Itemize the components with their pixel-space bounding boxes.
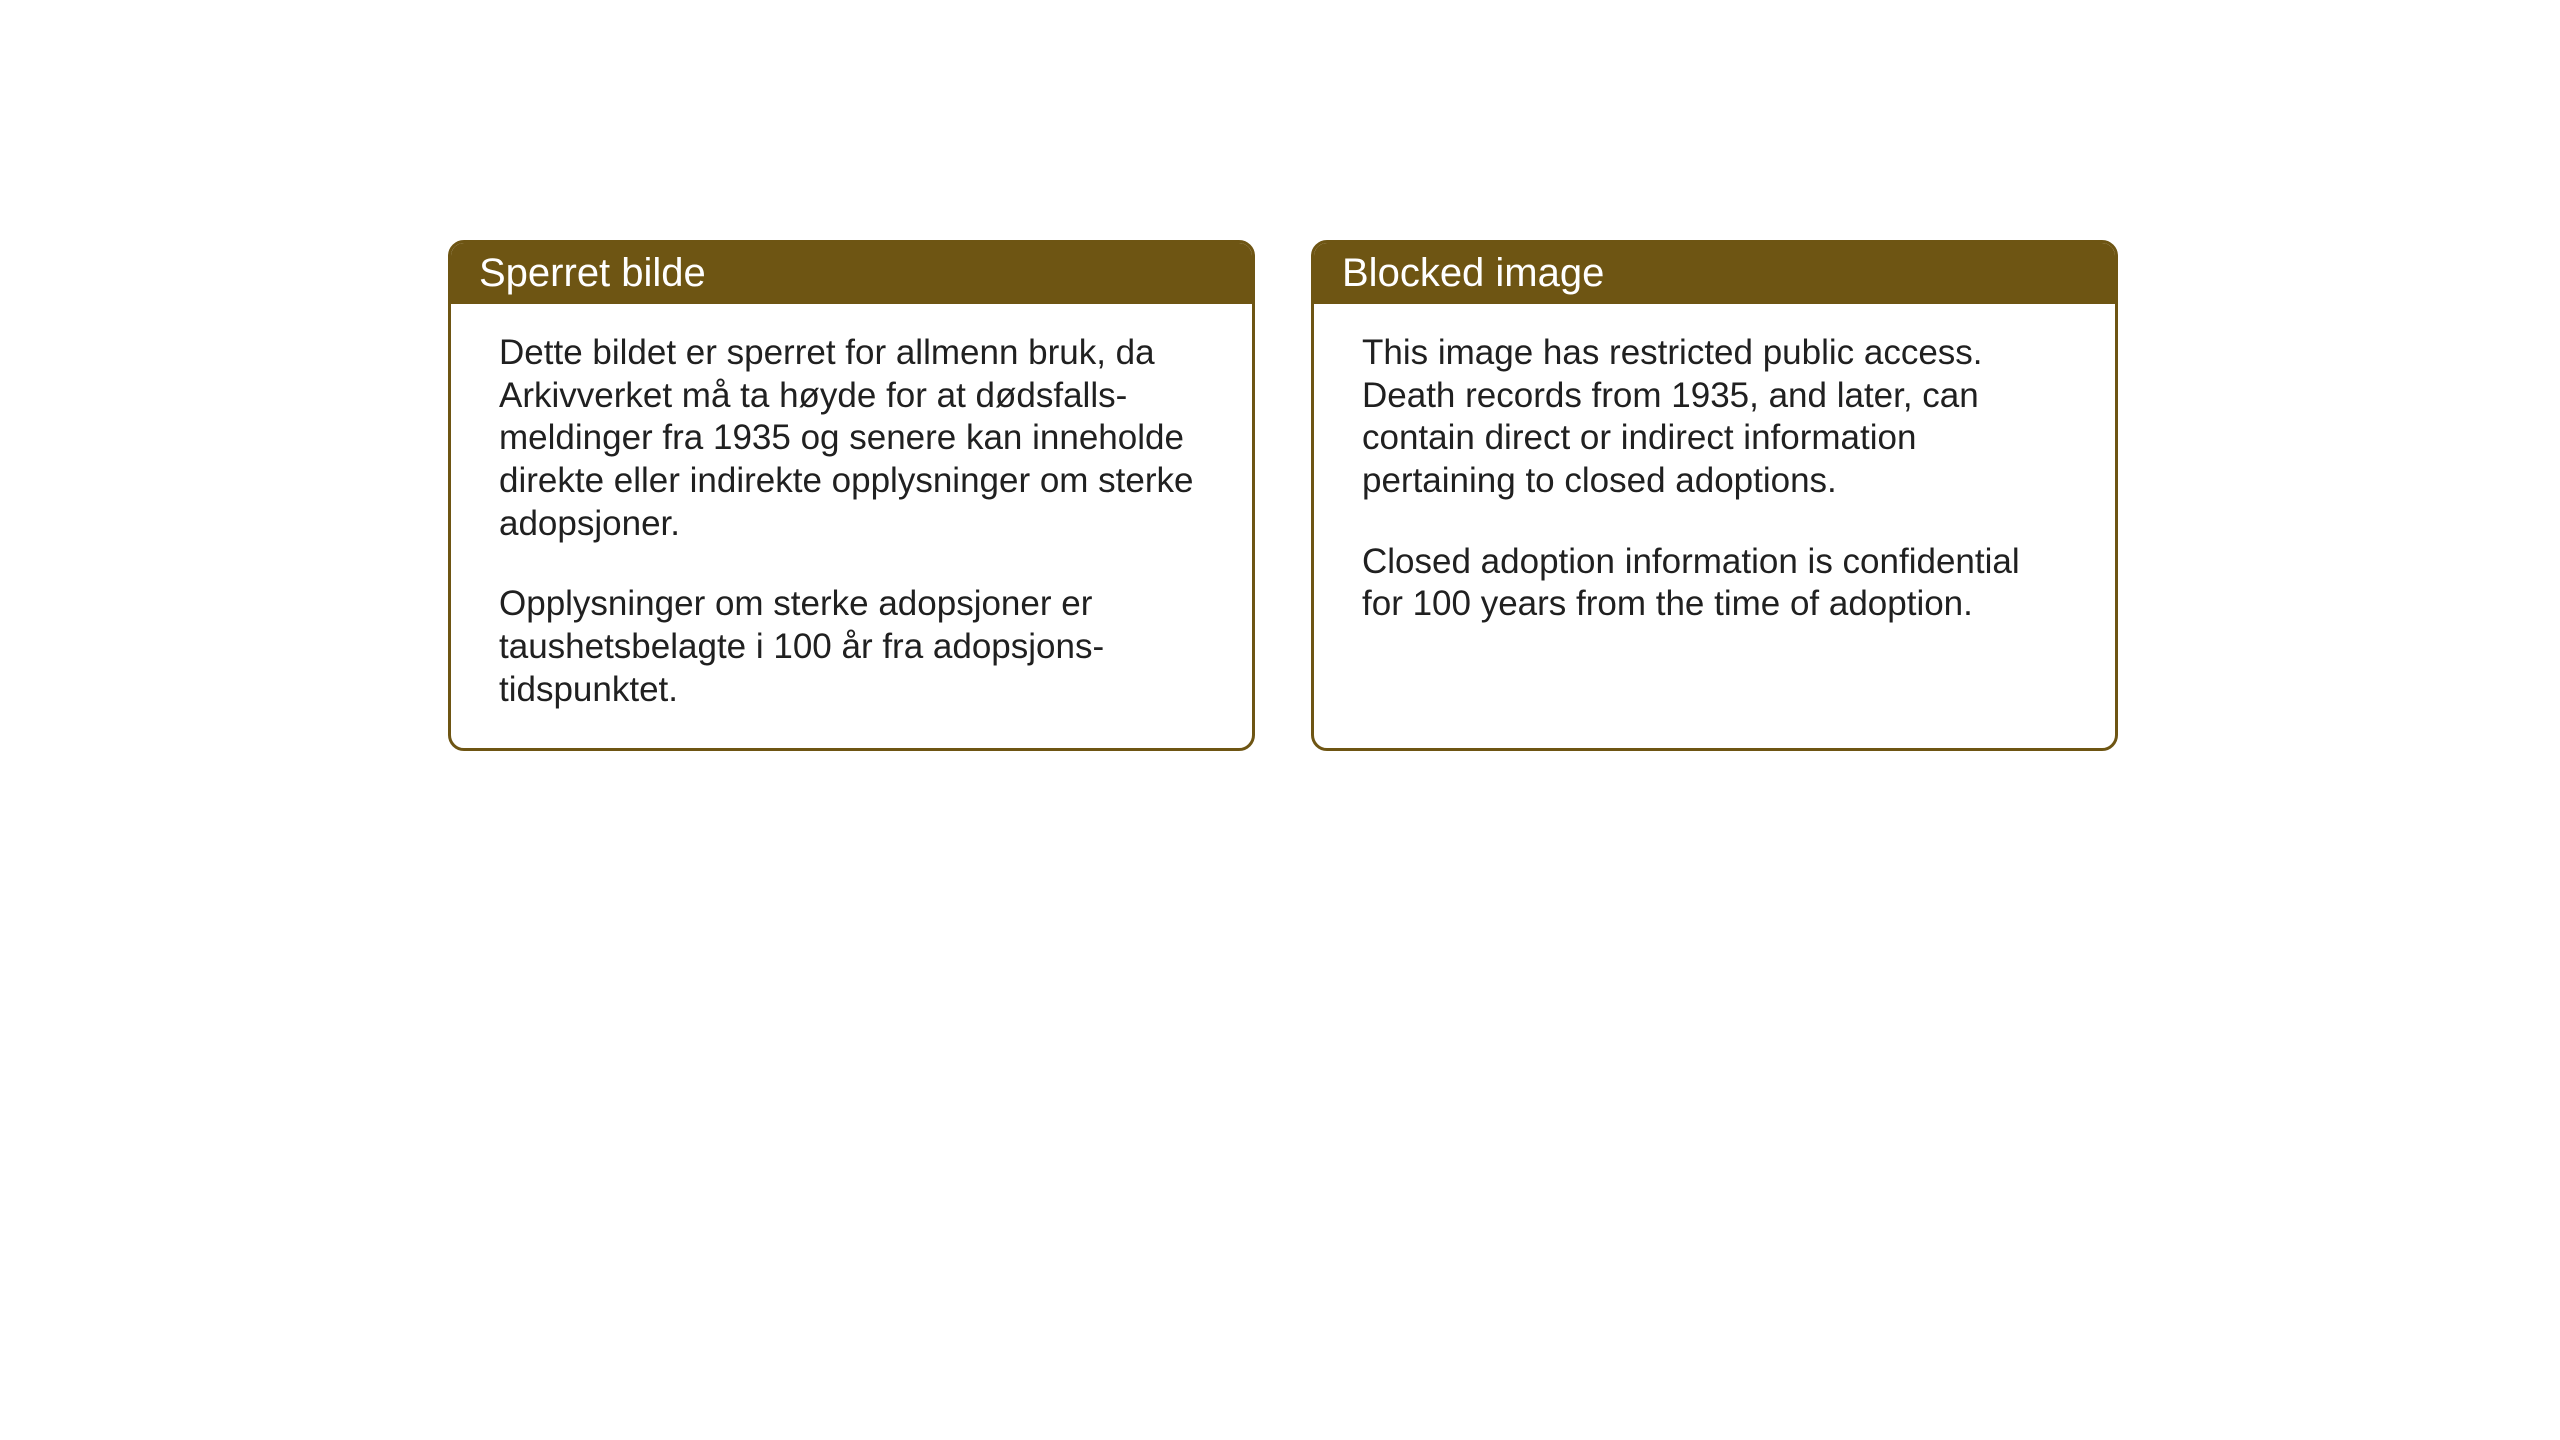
blocked-image-card-english: Blocked image This image has restricted … bbox=[1311, 240, 2118, 751]
card-title-norwegian: Sperret bilde bbox=[479, 251, 706, 295]
blocked-image-card-norwegian: Sperret bilde Dette bildet er sperret fo… bbox=[448, 240, 1255, 751]
card-paragraph-norwegian-1: Dette bildet er sperret for allmenn bruk… bbox=[499, 332, 1204, 545]
card-paragraph-english-2: Closed adoption information is confident… bbox=[1362, 541, 2067, 626]
card-body-norwegian: Dette bildet er sperret for allmenn bruk… bbox=[451, 304, 1252, 748]
card-title-english: Blocked image bbox=[1342, 251, 1604, 295]
card-paragraph-norwegian-2: Opplysninger om sterke adopsjoner er tau… bbox=[499, 583, 1204, 711]
card-header-english: Blocked image bbox=[1314, 243, 2115, 304]
card-paragraph-english-1: This image has restricted public access.… bbox=[1362, 332, 2067, 503]
card-header-norwegian: Sperret bilde bbox=[451, 243, 1252, 304]
card-body-english: This image has restricted public access.… bbox=[1314, 304, 2115, 706]
notice-cards-container: Sperret bilde Dette bildet er sperret fo… bbox=[448, 240, 2118, 751]
